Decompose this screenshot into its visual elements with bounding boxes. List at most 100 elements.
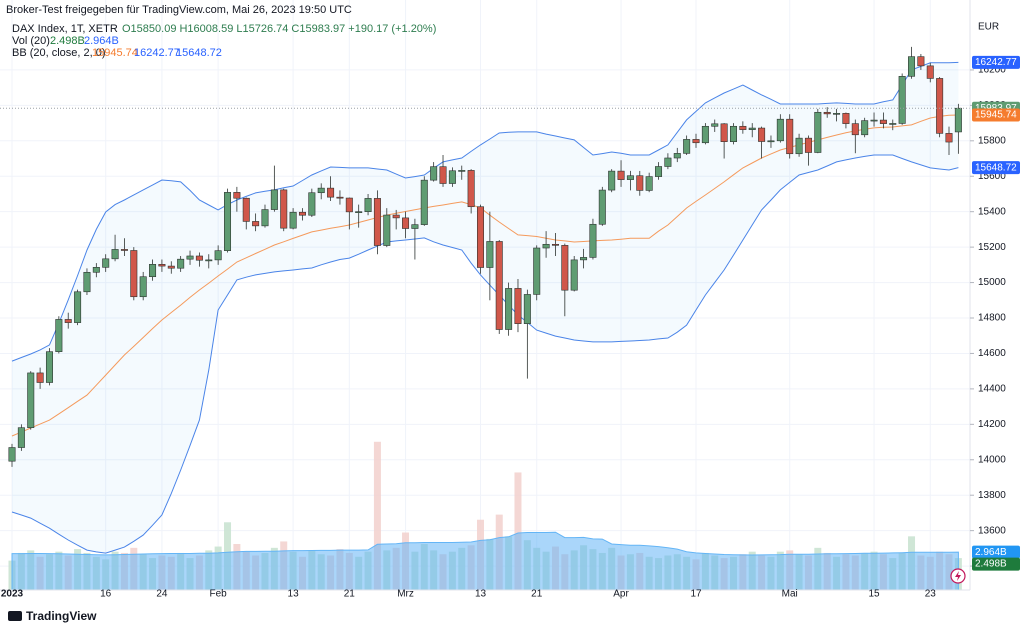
candle-body: [542, 243, 550, 249]
candle-body: [720, 123, 728, 142]
candle-body: [533, 247, 541, 295]
candle-body: [280, 189, 288, 229]
y-tick-label: 15200: [978, 242, 1006, 253]
candle-body: [195, 255, 203, 261]
x-tick-label: 23: [925, 589, 937, 600]
candle-body: [870, 119, 878, 122]
candle-body: [458, 170, 466, 172]
candle-body: [889, 123, 897, 125]
bollinger-bands: [11, 61, 959, 554]
candle-body: [514, 288, 522, 324]
y-tick-label: 15000: [978, 277, 1006, 288]
candle-body: [289, 211, 297, 229]
ohlc-legend: O15850.09 H16008.59 L15726.74 C15983.97 …: [122, 23, 436, 35]
x-tick-label: 24: [156, 589, 168, 600]
candle-body: [589, 223, 597, 258]
candle-body: [486, 241, 494, 268]
legend-value: 15945.74: [92, 47, 138, 59]
candle-body: [205, 259, 213, 262]
candle-body: [308, 192, 316, 216]
symbol: DAX Index, 1T, XETR: [12, 23, 118, 35]
candle-body: [439, 166, 447, 184]
candle-body: [186, 255, 194, 260]
y-tick-label: 14600: [978, 348, 1006, 359]
candle-body: [411, 224, 419, 229]
candle-body: [373, 198, 381, 246]
candle-body: [729, 125, 737, 142]
candle-body: [74, 291, 82, 323]
currency: EUR: [978, 22, 999, 33]
candle-body: [317, 187, 325, 194]
bb-upper: [11, 61, 959, 362]
x-tick-label: 16: [100, 589, 112, 600]
candle-body: [786, 118, 794, 155]
candle-body: [355, 211, 363, 213]
candle-body: [298, 211, 306, 216]
event-icon-bolt: [955, 571, 961, 581]
candle-body: [55, 319, 63, 352]
y-tick-label: 14200: [978, 419, 1006, 430]
candle-body: [327, 187, 335, 198]
candle-body: [561, 245, 569, 291]
candle-body: [420, 179, 428, 225]
y-tick-label: 15800: [978, 135, 1006, 146]
candle-body: [402, 217, 410, 229]
candle-body: [448, 170, 456, 184]
candle-body: [120, 249, 128, 251]
price-box-label: 15945.74: [975, 110, 1017, 121]
candle-body: [383, 214, 391, 246]
candle-body: [673, 153, 681, 159]
candle-body: [917, 56, 925, 67]
candle-body: [392, 214, 400, 219]
candle-body: [83, 271, 91, 293]
volume-legend: Vol (20): [12, 35, 50, 47]
candle-body: [954, 107, 962, 133]
candle-body: [505, 288, 513, 330]
price-box-label: 16242.77: [975, 57, 1017, 68]
x-tick-label: Mrz: [397, 589, 414, 600]
candle-body: [130, 250, 138, 298]
x-tick-label: 13: [288, 589, 300, 600]
price-box-label: 15983.97: [975, 103, 1017, 114]
candle-body: [430, 166, 438, 181]
candle-body: [776, 118, 784, 142]
candle-body: [908, 56, 916, 77]
candle-body: [17, 427, 25, 448]
candle-body: [795, 137, 803, 155]
x-tick-label: 13: [475, 589, 487, 600]
candle-body: [767, 140, 775, 143]
candle-body: [570, 259, 578, 291]
legend-value: 2.498B: [50, 35, 85, 47]
price-box: [972, 557, 1020, 571]
volume-bar: [514, 472, 522, 590]
candle-body: [617, 170, 625, 180]
legend-value: 2.964B: [84, 35, 119, 47]
x-tick-label: Feb: [210, 589, 228, 600]
candle-body: [92, 267, 100, 273]
candle-body: [842, 113, 850, 124]
candle-body: [336, 196, 344, 199]
candle-body: [64, 319, 72, 323]
y-tick-label: 14000: [978, 454, 1006, 465]
volume-bar: [373, 441, 381, 590]
candle-body: [495, 241, 503, 330]
candle-body: [926, 65, 934, 79]
price-box: [972, 545, 1020, 559]
candle-body: [149, 264, 157, 278]
y-tick-label: 14400: [978, 384, 1006, 395]
y-tick-label: 14800: [978, 313, 1006, 324]
candle-body: [711, 123, 719, 127]
candle-body: [833, 113, 841, 115]
candle-body: [758, 127, 766, 142]
candle-body: [861, 120, 869, 136]
candle-body: [177, 258, 185, 269]
bb-legend: BB (20, close, 2, 0): [12, 47, 106, 59]
candle-body: [936, 78, 944, 134]
candle-body: [224, 192, 232, 251]
candle-body: [476, 206, 484, 268]
price-box-label: 2.964B: [975, 547, 1007, 558]
bb-fill: [12, 62, 959, 554]
price-box-label: 2.498B: [975, 559, 1007, 570]
candle-body: [823, 111, 831, 115]
x-tick-label: 17: [690, 589, 702, 600]
